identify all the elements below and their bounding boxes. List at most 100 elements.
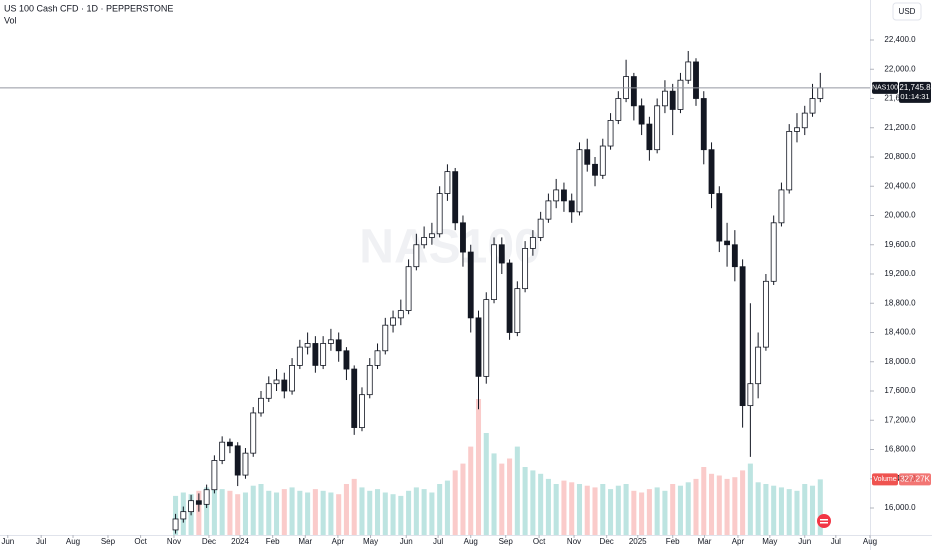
- y-tick-label: 21,200.0: [884, 123, 916, 132]
- candle-body: [576, 149, 583, 213]
- candle-body: [366, 365, 373, 396]
- volume-bar: [794, 490, 800, 535]
- candle-body: [662, 90, 668, 107]
- currency-box[interactable]: [892, 2, 922, 21]
- y-tick-label: 17,200.0: [884, 415, 916, 424]
- volume-bar: [406, 490, 412, 535]
- candle-body: [289, 365, 295, 392]
- candle-body: [444, 171, 451, 194]
- volume-bar: [312, 489, 318, 535]
- y-tick-label: 18,800.0: [884, 298, 916, 307]
- candle-body: [180, 511, 187, 520]
- candle-body: [242, 452, 249, 476]
- volume-bar: [569, 482, 575, 535]
- candle-body: [452, 171, 459, 224]
- candle-body: [234, 445, 241, 476]
- x-tick-label: May: [363, 537, 378, 546]
- y-tick-label: 19,200.0: [884, 269, 916, 278]
- candle-body: [413, 244, 420, 268]
- volume-name-tag: [872, 473, 898, 486]
- volume-bar: [413, 487, 419, 535]
- y-tick-label: 20,000.0: [884, 211, 916, 220]
- candle-body: [677, 79, 684, 110]
- candle-body: [250, 412, 257, 454]
- candle-body: [172, 518, 179, 531]
- volume-bar: [499, 463, 505, 535]
- volume-bar: [817, 479, 823, 535]
- candle-body: [273, 379, 280, 385]
- candle-body: [724, 240, 730, 246]
- candle-body: [561, 189, 567, 202]
- candle-body: [351, 368, 358, 428]
- volume-bar: [219, 489, 225, 535]
- candle-body: [483, 299, 490, 377]
- candle-body: [304, 343, 311, 348]
- currency[interactable]: USD: [899, 7, 916, 16]
- volume-bar: [452, 470, 458, 535]
- volume-bar: [771, 485, 777, 535]
- candle-body: [716, 193, 723, 242]
- volume-bar: [258, 484, 264, 535]
- x-tick-label: Jul: [36, 537, 46, 546]
- candle-body: [320, 343, 327, 366]
- candle-body: [654, 105, 661, 151]
- candle-body: [592, 163, 598, 176]
- flag-icon[interactable]: [817, 514, 831, 528]
- volume-bar: [320, 490, 326, 535]
- plot-area: [172, 50, 824, 535]
- volume-name: Volume: [873, 476, 896, 483]
- y-tick-label: 20,800.0: [884, 152, 916, 161]
- candle-body: [747, 383, 754, 407]
- y-tick-label: 16,800.0: [884, 445, 916, 454]
- volume-bar: [437, 484, 443, 535]
- candle-body: [390, 317, 396, 326]
- x-tick-label: Apr: [732, 537, 745, 546]
- x-tick-label: Jul: [831, 537, 841, 546]
- x-tick-label: Jul: [433, 537, 443, 546]
- x-tick-label: Dec: [202, 537, 216, 546]
- x-tick-label: 2024: [231, 537, 249, 546]
- candle-body: [498, 244, 505, 264]
- candle-body: [739, 266, 746, 407]
- volume-bar: [646, 489, 652, 535]
- y-tick-label: 18,400.0: [884, 328, 916, 337]
- volume-bar: [475, 399, 482, 535]
- volume-bar: [623, 484, 629, 535]
- volume-bar: [274, 492, 280, 535]
- x-tick-label: Aug: [464, 537, 478, 546]
- countdown-label: 01:14:31: [900, 92, 929, 101]
- volume-bar: [227, 490, 233, 535]
- volume-bar: [553, 484, 559, 535]
- volume-bar: [351, 478, 357, 535]
- candle-body: [219, 441, 226, 461]
- candle-body: [359, 394, 365, 428]
- volume-bar: [429, 492, 435, 535]
- candle-body: [693, 61, 699, 99]
- x-tick-label: Sep: [499, 537, 514, 546]
- icon-circle[interactable]: [817, 514, 831, 528]
- candle-body: [794, 127, 800, 132]
- volume-bar: [242, 492, 248, 535]
- candle-body: [553, 189, 560, 202]
- volume-bar: [631, 490, 637, 535]
- candle-body: [646, 123, 653, 151]
- volume-bar: [507, 458, 513, 535]
- volume-bar: [374, 489, 381, 535]
- x-tick-label: Jun: [798, 537, 811, 546]
- volume-bar: [677, 485, 683, 535]
- x-tick-label: Aug: [66, 537, 80, 546]
- candle-body: [786, 131, 793, 191]
- x-tick-label: Mar: [698, 537, 712, 546]
- candle-body: [195, 500, 202, 505]
- x-tick-label: Aug: [863, 537, 877, 546]
- candle-body: [529, 237, 536, 249]
- volume-bar: [266, 490, 272, 535]
- volume-bar: [755, 482, 761, 535]
- volume-bar: [530, 470, 536, 535]
- volume-bar: [281, 489, 287, 535]
- symbol-label: NAS100: [872, 85, 898, 92]
- candle-body: [491, 244, 497, 300]
- volume-bar: [716, 475, 722, 535]
- x-tick-label: Feb: [266, 537, 280, 546]
- x-tick-label: 2025: [629, 537, 647, 546]
